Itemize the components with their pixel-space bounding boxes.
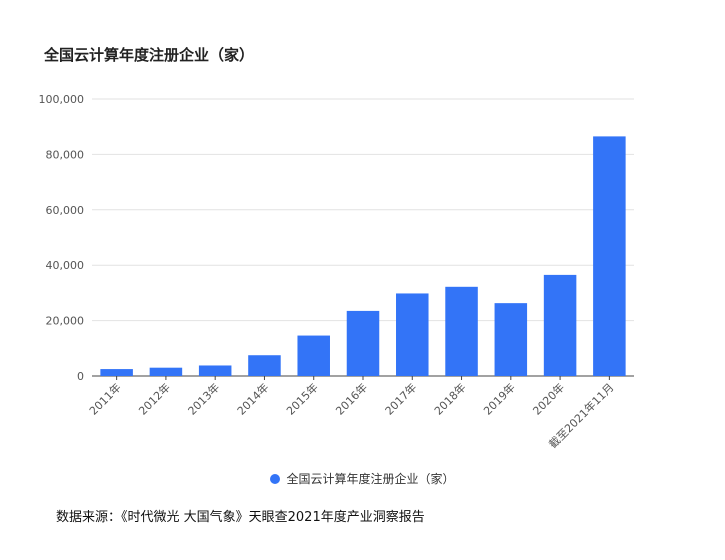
- y-tick-label: 80,000: [46, 148, 85, 161]
- x-tick-label: 2018年: [431, 380, 468, 417]
- y-tick-label: 40,000: [46, 259, 85, 272]
- y-tick-label: 20,000: [46, 315, 85, 328]
- x-tick-label: 2017年: [382, 380, 419, 417]
- legend-label: 全国云计算年度注册企业（家）: [286, 472, 455, 486]
- x-tick-label: 2014年: [234, 380, 271, 417]
- x-tick-label: 2020年: [530, 380, 567, 417]
- bar: [593, 136, 626, 376]
- bar: [346, 310, 380, 376]
- bars: [100, 136, 626, 376]
- bar: [100, 369, 133, 376]
- source-note: 数据来源：《时代微光 大国气象》天眼查2021年度产业洞察报告: [56, 510, 425, 525]
- y-axis: 0 20,000 40,000 60,000 80,000 100,000: [39, 93, 85, 383]
- x-tick-label: 2011年: [86, 380, 123, 417]
- legend: 全国云计算年度注册企业（家）: [0, 470, 725, 487]
- y-tick-label: 0: [77, 370, 84, 383]
- bar: [198, 365, 232, 376]
- bar: [445, 286, 478, 376]
- chart-title: 全国云计算年度注册企业（家）: [44, 46, 255, 64]
- bar: [543, 274, 577, 376]
- bar: [494, 303, 528, 376]
- y-tick-label: 60,000: [46, 204, 85, 217]
- x-tick-label: 2016年: [333, 380, 370, 417]
- x-tick-label: 2013年: [185, 380, 222, 417]
- x-tick-label: 2019年: [480, 380, 517, 417]
- x-axis: 2011年 2012年 2013年 2014年 2015年 2016年 2017年 2018年…: [86, 376, 616, 451]
- y-tick-label: 100,000: [39, 93, 85, 106]
- x-tick-label: 2015年: [283, 380, 320, 417]
- bar: [248, 355, 281, 376]
- x-tick-label: 2012年: [136, 380, 173, 417]
- bar: [396, 293, 429, 376]
- bar: [297, 335, 330, 376]
- bar: [149, 367, 183, 376]
- legend-marker: [270, 474, 281, 484]
